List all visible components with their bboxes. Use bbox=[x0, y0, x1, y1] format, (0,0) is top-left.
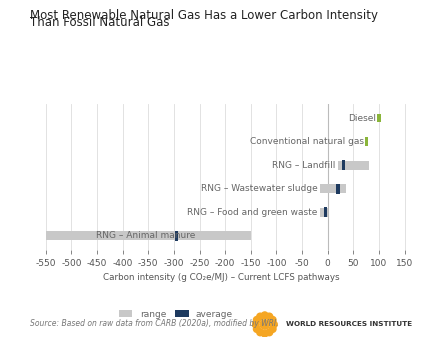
Bar bbox=[338, 161, 369, 170]
Circle shape bbox=[257, 329, 263, 336]
Text: WORLD RESOURCES INSTITUTE: WORLD RESOURCES INSTITUTE bbox=[286, 321, 413, 328]
Text: Source: Based on raw data from CARB (2020a), modified by WRI.: Source: Based on raw data from CARB (202… bbox=[30, 319, 279, 328]
Bar bbox=[342, 160, 345, 170]
Circle shape bbox=[261, 330, 268, 337]
Bar bbox=[320, 208, 328, 217]
Text: Than Fossil Natural Gas: Than Fossil Natural Gas bbox=[30, 16, 170, 28]
Bar bbox=[365, 137, 368, 146]
Bar bbox=[336, 184, 339, 194]
Bar bbox=[324, 207, 327, 217]
Circle shape bbox=[269, 325, 276, 332]
Text: RNG – Food and green waste: RNG – Food and green waste bbox=[187, 208, 317, 217]
Bar bbox=[320, 184, 345, 193]
Circle shape bbox=[261, 312, 268, 319]
Text: Most Renewable Natural Gas Has a Lower Carbon Intensity: Most Renewable Natural Gas Has a Lower C… bbox=[30, 9, 378, 22]
Circle shape bbox=[253, 325, 260, 332]
Bar bbox=[378, 114, 381, 122]
Text: RNG – Wastewater sludge: RNG – Wastewater sludge bbox=[201, 184, 317, 193]
Circle shape bbox=[253, 316, 260, 323]
Circle shape bbox=[257, 313, 263, 320]
Circle shape bbox=[260, 320, 270, 329]
X-axis label: Carbon intensity (g CO₂e/MJ) – Current LCFS pathways: Carbon intensity (g CO₂e/MJ) – Current L… bbox=[103, 273, 340, 282]
Circle shape bbox=[270, 321, 277, 328]
Text: Conventional natural gas: Conventional natural gas bbox=[250, 137, 364, 146]
Circle shape bbox=[266, 329, 273, 336]
Legend: range, average: range, average bbox=[119, 310, 233, 319]
Text: Diesel: Diesel bbox=[349, 114, 376, 123]
Circle shape bbox=[269, 316, 276, 323]
Bar bbox=[175, 231, 178, 241]
Circle shape bbox=[252, 321, 259, 328]
Bar bbox=[46, 231, 251, 240]
Text: RNG – Animal manure: RNG – Animal manure bbox=[96, 231, 195, 240]
Text: RNG – Landfill: RNG – Landfill bbox=[272, 161, 335, 170]
Circle shape bbox=[266, 313, 273, 320]
